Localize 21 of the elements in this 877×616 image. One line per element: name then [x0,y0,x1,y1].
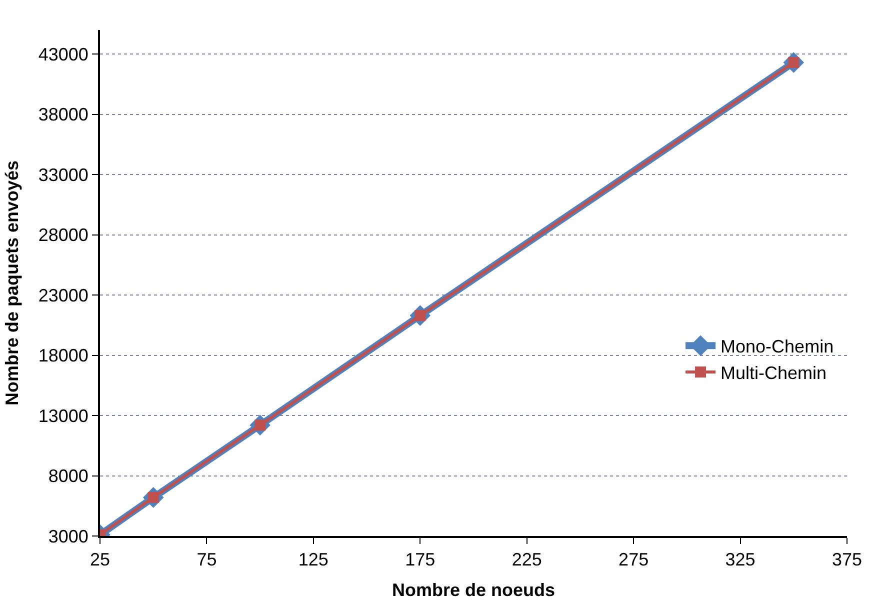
y-tick-label: 3000 [48,526,88,546]
x-tick-label: 325 [725,550,756,570]
y-tick-label: 18000 [38,346,88,366]
x-tick-label: 375 [832,550,862,570]
legend-label: Mono-Chemin [720,336,834,357]
x-tick-label: 75 [196,550,217,570]
legend-label: Multi-Chemin [720,363,827,384]
y-axis-title: Nombre de paquets envoyés [2,160,22,406]
y-tick-label: 13000 [38,406,88,426]
y-tick-label: 33000 [38,164,88,185]
x-tick-label: 225 [512,550,542,570]
y-tick-label: 23000 [38,285,88,306]
y-tick-label: 38000 [38,104,88,125]
x-tick-label: 125 [298,550,328,570]
y-tick-label: 8000 [48,466,88,486]
y-tick-label: 43000 [38,44,88,64]
y-tick-label: 28000 [38,225,88,246]
x-axis-title: Nombre de noeuds [392,580,556,600]
x-tick-label: 275 [618,550,649,570]
x-tick-label: 25 [90,550,110,570]
x-tick-label: 175 [405,550,436,570]
